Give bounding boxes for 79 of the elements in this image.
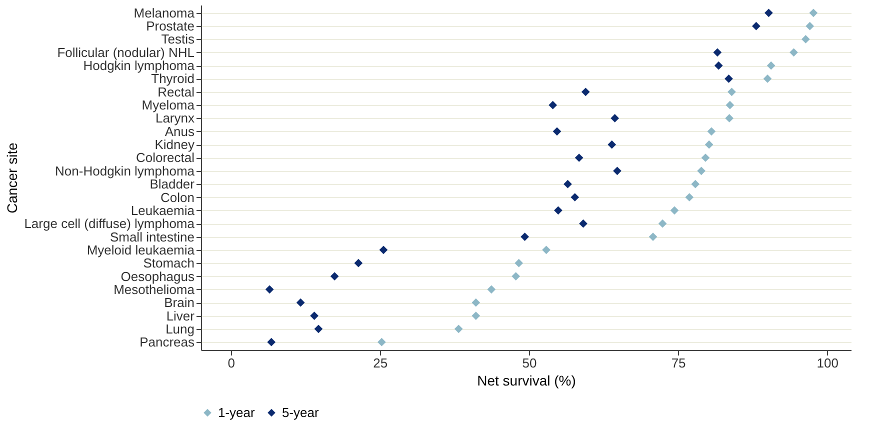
point bbox=[542, 246, 550, 254]
y-tick-label: Leukaemia bbox=[130, 202, 196, 218]
point bbox=[314, 324, 323, 334]
point bbox=[579, 219, 588, 228]
y-tick-label: Larynx bbox=[155, 110, 195, 126]
point bbox=[714, 61, 723, 70]
y-tick-label: Kidney bbox=[154, 137, 195, 152]
point bbox=[548, 100, 558, 110]
point bbox=[265, 285, 274, 294]
point bbox=[766, 61, 776, 70]
point bbox=[454, 324, 463, 334]
point bbox=[707, 127, 716, 136]
point bbox=[724, 74, 733, 83]
point bbox=[354, 258, 363, 268]
point bbox=[472, 312, 480, 320]
x-tick-label: 75 bbox=[671, 356, 686, 370]
point bbox=[670, 206, 679, 215]
y-tick-label: Testis bbox=[161, 32, 195, 47]
y-tick-label: Non-Hodgkin lymphoma bbox=[55, 163, 196, 178]
point bbox=[296, 298, 305, 307]
point bbox=[728, 88, 736, 96]
y-tick-label: Liver bbox=[166, 308, 196, 324]
y-tick-label: Myeloma bbox=[142, 98, 196, 113]
x-tick-label: 100 bbox=[816, 356, 838, 370]
y-tick-label: Oesophagus bbox=[120, 268, 195, 284]
y-tick-label: Bladder bbox=[150, 176, 196, 192]
y-tick-label: Stomach bbox=[143, 256, 194, 271]
point bbox=[564, 180, 572, 188]
point bbox=[764, 8, 773, 18]
y-tick-label: Prostate bbox=[146, 18, 194, 34]
point bbox=[685, 193, 694, 202]
point bbox=[472, 298, 480, 307]
y-tick-label: Follicular (nodular) NHL bbox=[57, 44, 194, 60]
point bbox=[648, 232, 658, 241]
point bbox=[801, 35, 810, 44]
x-axis-title: Net survival (%) bbox=[477, 372, 576, 388]
y-tick-label: Large cell (diffuse) lymphoma bbox=[24, 216, 196, 232]
point bbox=[608, 140, 616, 149]
point bbox=[763, 74, 772, 83]
y-tick-label: Thyroid bbox=[151, 71, 194, 86]
y-tick-label: Brain bbox=[164, 295, 194, 310]
legend-label: 5-year bbox=[282, 404, 320, 420]
x-tick-label: 25 bbox=[373, 356, 388, 370]
point bbox=[704, 140, 714, 149]
x-tick-label: 0 bbox=[228, 356, 235, 370]
point bbox=[790, 48, 798, 57]
point bbox=[330, 272, 339, 280]
point bbox=[487, 285, 496, 294]
y-tick-label: Lung bbox=[166, 321, 194, 336]
y-tick-label: Myeloid leukaemia bbox=[86, 242, 196, 258]
point bbox=[691, 180, 700, 188]
point bbox=[514, 258, 524, 268]
point bbox=[725, 114, 734, 122]
point bbox=[809, 8, 818, 18]
point bbox=[752, 22, 760, 30]
point bbox=[713, 48, 722, 57]
point bbox=[520, 232, 529, 241]
y-tick-label: Colon bbox=[160, 190, 194, 205]
point bbox=[552, 127, 562, 136]
point bbox=[310, 312, 318, 320]
point bbox=[658, 219, 667, 228]
point bbox=[574, 154, 584, 162]
point bbox=[697, 166, 706, 176]
point bbox=[379, 246, 388, 254]
point bbox=[613, 166, 622, 176]
point bbox=[806, 22, 814, 30]
x-tick-label: 50 bbox=[522, 356, 537, 370]
point bbox=[267, 338, 276, 346]
point bbox=[512, 272, 520, 280]
legend-label: 1-year bbox=[218, 404, 256, 420]
point bbox=[554, 206, 562, 215]
point bbox=[378, 338, 386, 346]
point bbox=[610, 114, 620, 122]
point bbox=[701, 154, 710, 162]
point bbox=[581, 88, 590, 96]
y-tick-label: Melanoma bbox=[134, 5, 196, 20]
y-axis-title: Cancer site bbox=[4, 142, 20, 214]
point bbox=[570, 193, 580, 202]
point bbox=[726, 100, 734, 110]
